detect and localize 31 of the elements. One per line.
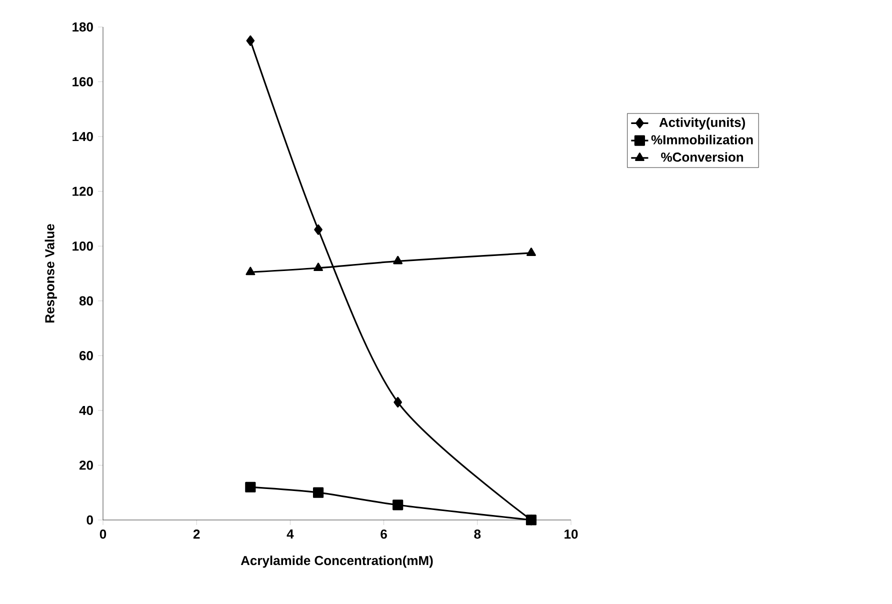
- x-tick-label: 0: [100, 530, 106, 539]
- point: [394, 396, 402, 408]
- x-tick-label: 6: [380, 530, 387, 539]
- y-tick-label: 120: [72, 186, 93, 196]
- x-tick-label: 10: [564, 530, 578, 539]
- y-tick-label: 0: [86, 515, 93, 525]
- point: [246, 35, 255, 46]
- legend-label: Activity(units): [659, 117, 745, 130]
- y-tick-label: 160: [72, 77, 93, 86]
- y-tick-label: 20: [79, 460, 93, 470]
- point: [314, 224, 322, 235]
- x-tick-label: 8: [474, 530, 481, 539]
- y-tick-label: 180: [72, 22, 93, 32]
- y-tick-label: 140: [72, 132, 93, 142]
- y-tick-label: 100: [72, 241, 93, 251]
- point: [392, 500, 404, 510]
- point: [312, 487, 324, 498]
- y-tick-label: 40: [79, 406, 93, 416]
- y-tick-label: 60: [79, 351, 93, 360]
- point: [245, 482, 256, 492]
- legend-label: %Conversion: [661, 152, 744, 162]
- y-tick-label: 80: [79, 296, 93, 306]
- legend-label: %Immobilization: [651, 134, 753, 144]
- x-tick-label: 2: [193, 530, 200, 539]
- x-tick-label: 4: [286, 530, 294, 538]
- y-axis-title: Response Value: [44, 224, 57, 322]
- point: [314, 262, 323, 272]
- x-axis-title: Acrylamide Concentration(mM): [240, 556, 433, 568]
- point: [526, 248, 536, 256]
- point: [393, 256, 403, 264]
- point: [246, 266, 256, 276]
